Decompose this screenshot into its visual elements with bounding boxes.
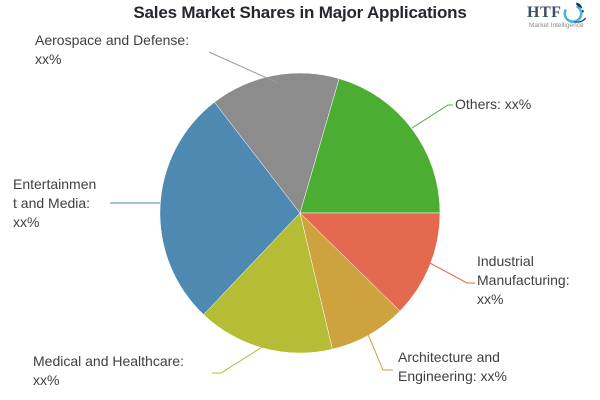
pie-slice-industrial-manufacturing — [299, 212, 441, 312]
pie-slice-aerospace-and-defense — [214, 72, 340, 214]
leader-line-aerospace-and-defense — [208, 51, 279, 84]
chart-title: Sales Market Shares in Major Application… — [133, 3, 467, 22]
leader-line-others — [411, 104, 453, 129]
htf-logo-swirl-bird-icon — [563, 2, 587, 23]
htf-logo-text: HTF — [527, 4, 562, 21]
pie-slice-entertainment-and-media — [159, 101, 301, 315]
pie-slice-medical-and-healthcare — [203, 212, 333, 354]
pie-slice-others — [299, 78, 441, 214]
leader-line-architecture-and-engineering — [366, 331, 393, 371]
htf-logo: HTF Market Intelligence — [527, 1, 597, 29]
htf-logo-subtext: Market Intelligence — [529, 22, 584, 29]
leader-line-industrial-manufacturing — [427, 261, 475, 284]
leader-line-medical-and-healthcare — [212, 343, 268, 374]
